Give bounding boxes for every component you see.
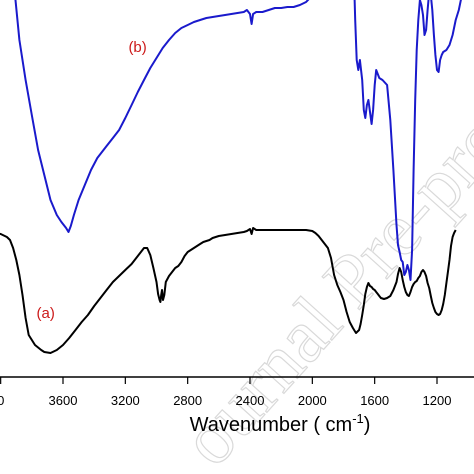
x-tick-label: 1200 <box>423 393 452 408</box>
x-tick-label: 1600 <box>360 393 389 408</box>
x-tick-label: 2800 <box>173 393 202 408</box>
series-line-a <box>0 227 457 354</box>
x-tick-label: 2000 <box>298 393 327 408</box>
x-axis-ticks: 036003200280024002000160012008 <box>0 377 452 408</box>
series-label-b: (b) <box>128 39 146 56</box>
x-tick-label: 0 <box>0 393 4 408</box>
x-axis-title-main: Wavenumber ( cm <box>190 414 353 436</box>
x-axis-title-close: ) <box>364 414 371 436</box>
x-tick-label: 3200 <box>111 393 140 408</box>
x-axis-title: Wavenumber ( cm-1) <box>190 411 371 436</box>
series-line-b <box>14 0 462 281</box>
series-label-a: (a) <box>37 305 55 322</box>
x-tick-label: 3600 <box>49 393 78 408</box>
x-axis-title-superscript: -1 <box>352 411 364 426</box>
x-tick-label: 2400 <box>236 393 265 408</box>
series-layer: (b) (a) <box>0 0 462 354</box>
